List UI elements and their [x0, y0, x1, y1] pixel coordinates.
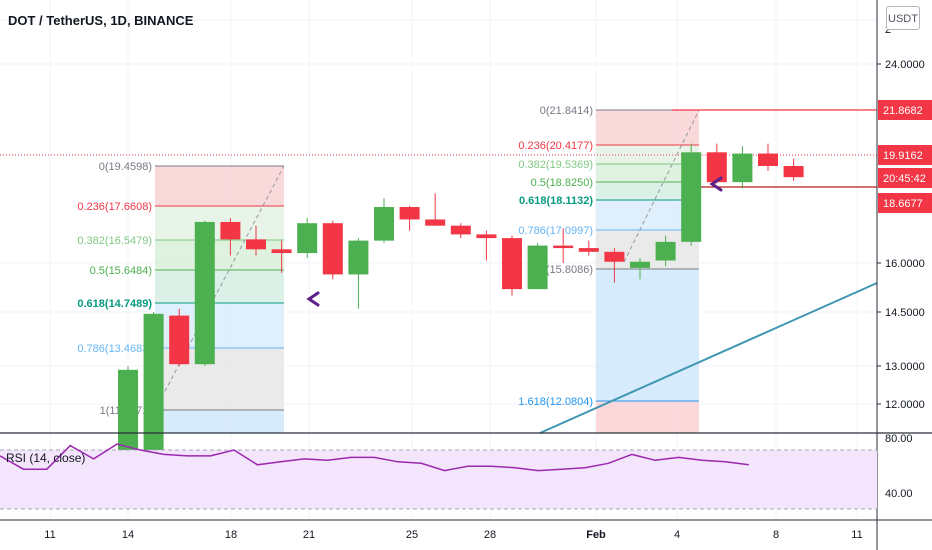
candle-body [706, 152, 727, 183]
fib-right-zone [596, 164, 699, 182]
rsi-axis-label: 80.00 [885, 433, 913, 445]
rsi-band [0, 450, 877, 509]
rsi-label: RSI (14, close) [6, 451, 85, 465]
time-tick-label: 14 [122, 529, 134, 541]
fib-right-level-label: 1(15.8086) [540, 264, 593, 276]
time-tick-label: 25 [406, 529, 418, 541]
candle-body [604, 251, 625, 262]
candle-body [118, 369, 138, 470]
price-tick-label: 13.0000 [885, 361, 925, 373]
price-marker-label: 19.9162 [883, 150, 923, 162]
candle-body [578, 248, 599, 252]
candle-body [425, 219, 446, 226]
fib-left-zone [155, 410, 284, 433]
fib-left-level-label: 0.786(13.4683) [77, 343, 152, 355]
price-tick-label: 14.5000 [885, 307, 925, 319]
price-tick-label: 24.0000 [885, 59, 925, 71]
time-tick-label: 21 [303, 529, 315, 541]
candle-body [374, 207, 394, 241]
candle-body [630, 261, 650, 268]
candle-body [553, 245, 574, 249]
fib-right-level-label: 0(21.8414) [540, 105, 593, 117]
candle-body [783, 165, 804, 178]
candle-body [399, 207, 420, 220]
time-tick-label: 11 [851, 529, 862, 541]
candle-body [502, 238, 522, 290]
candle-body [246, 239, 266, 250]
fib-right-level-label: 0.786(17.0997) [518, 225, 593, 237]
candle-body [348, 240, 369, 275]
time-tick-label: 4 [674, 529, 680, 541]
price-marker-box [878, 145, 932, 165]
price-marker-box [878, 100, 932, 120]
fib-right-level-label: 0.382(19.5369) [518, 159, 593, 171]
fib-right-trend-line [623, 109, 700, 263]
price-marker-label: 18.6677 [883, 198, 923, 210]
candle-body [655, 241, 676, 261]
fib-right-zone [596, 145, 699, 164]
price-marker-box [878, 193, 932, 213]
time-tick-label: 8 [773, 529, 779, 541]
fib-right-level-label: 1.618(12.0804) [518, 396, 593, 408]
rsi-axis-label: 40.00 [885, 488, 913, 500]
price-tick-label: 12.0000 [885, 399, 925, 411]
fib-right-level-label: 0.236(20.4177) [518, 140, 593, 152]
fib-left-level-label: 0.618(14.7489) [77, 298, 152, 310]
time-tick-label: Feb [586, 529, 606, 541]
price-scale-background [877, 0, 932, 550]
arrow-marker [306, 291, 320, 307]
arrow-marker [709, 176, 723, 192]
candle-body [681, 152, 702, 242]
candle-body [527, 245, 548, 290]
candle-body [194, 221, 215, 365]
candle-body [169, 315, 190, 365]
time-tick-label: 11 [44, 529, 55, 541]
time-tick-label: 28 [484, 529, 496, 541]
fib-right-level-label: 0.5(18.8250) [531, 177, 593, 189]
fib-left-level-label: 0.5(15.6484) [90, 265, 152, 277]
candle-body [732, 153, 753, 183]
candle-body [220, 221, 241, 240]
price-tick-label: 2 [885, 24, 891, 36]
fib-left-level-label: 0.382(16.5479) [77, 235, 152, 247]
price-tick-label: 16.0000 [885, 258, 925, 270]
candle-body [450, 225, 471, 235]
fib-left-zone [155, 166, 284, 206]
candle-body [297, 223, 318, 254]
fib-left-zone [155, 270, 284, 303]
fib-left-level-label: 0(19.4598) [99, 161, 152, 173]
fib-right-zone [596, 182, 699, 200]
price-marker-box [878, 168, 932, 188]
fib-right-zone [596, 110, 699, 145]
candle-body [271, 249, 292, 254]
fib-right-zone [596, 269, 699, 401]
rsi-line [0, 443, 749, 472]
fib-left-zone [155, 206, 284, 240]
candle-body [322, 223, 343, 275]
fib-left-level-label: 0.236(17.6608) [77, 201, 152, 213]
trend-line [539, 282, 878, 434]
time-tick-label: 18 [225, 529, 237, 541]
candle-body [143, 313, 164, 470]
chart-title: DOT / TetherUS, 1D, BINANCE [8, 13, 194, 28]
currency-button[interactable]: USDT [886, 6, 920, 30]
fib-right-zone [596, 401, 699, 433]
candle-body [758, 153, 778, 166]
candle-body [476, 234, 497, 239]
fib-right-level-label: 0.618(18.1132) [519, 195, 593, 207]
price-marker-label: 21.8682 [883, 105, 923, 117]
price-marker-label: 20:45:42 [883, 173, 926, 185]
